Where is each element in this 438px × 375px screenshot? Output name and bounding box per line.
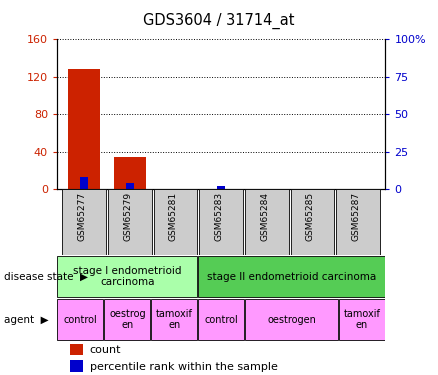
- Text: GSM65285: GSM65285: [306, 192, 315, 241]
- FancyBboxPatch shape: [108, 189, 152, 255]
- FancyBboxPatch shape: [154, 189, 198, 255]
- FancyBboxPatch shape: [339, 299, 385, 340]
- Bar: [70, 344, 83, 355]
- FancyBboxPatch shape: [245, 299, 338, 340]
- Text: GSM65287: GSM65287: [351, 192, 360, 241]
- Text: tamoxif
en: tamoxif en: [343, 309, 381, 330]
- FancyBboxPatch shape: [104, 299, 150, 340]
- FancyBboxPatch shape: [62, 189, 106, 255]
- Text: control: control: [64, 315, 97, 325]
- Text: stage I endometrioid
carcinoma: stage I endometrioid carcinoma: [73, 266, 182, 287]
- Text: oestrogen: oestrogen: [267, 315, 316, 325]
- FancyBboxPatch shape: [198, 299, 244, 340]
- Text: oestrog
en: oestrog en: [109, 309, 146, 330]
- Bar: [114, 157, 146, 189]
- Text: stage II endometrioid carcinoma: stage II endometrioid carcinoma: [207, 272, 376, 282]
- Bar: [68, 69, 100, 189]
- FancyBboxPatch shape: [336, 189, 380, 255]
- Text: GDS3604 / 31714_at: GDS3604 / 31714_at: [143, 12, 295, 29]
- Text: agent  ▶: agent ▶: [4, 315, 49, 325]
- FancyBboxPatch shape: [290, 189, 334, 255]
- FancyBboxPatch shape: [245, 189, 289, 255]
- Text: GSM65279: GSM65279: [123, 192, 132, 241]
- Text: count: count: [90, 345, 121, 355]
- Text: GSM65284: GSM65284: [260, 192, 269, 241]
- Text: percentile rank within the sample: percentile rank within the sample: [90, 362, 278, 372]
- Text: GSM65277: GSM65277: [78, 192, 87, 241]
- Text: tamoxif
en: tamoxif en: [156, 309, 193, 330]
- Text: GSM65281: GSM65281: [169, 192, 178, 241]
- FancyBboxPatch shape: [199, 189, 243, 255]
- Bar: [217, 186, 225, 189]
- Text: control: control: [204, 315, 238, 325]
- Text: disease state  ▶: disease state ▶: [4, 272, 88, 282]
- Bar: [70, 360, 83, 372]
- FancyBboxPatch shape: [151, 299, 197, 340]
- FancyBboxPatch shape: [57, 299, 103, 340]
- Bar: [126, 183, 134, 189]
- Text: GSM65283: GSM65283: [215, 192, 223, 241]
- FancyBboxPatch shape: [57, 256, 197, 297]
- FancyBboxPatch shape: [198, 256, 385, 297]
- Bar: [80, 177, 88, 189]
